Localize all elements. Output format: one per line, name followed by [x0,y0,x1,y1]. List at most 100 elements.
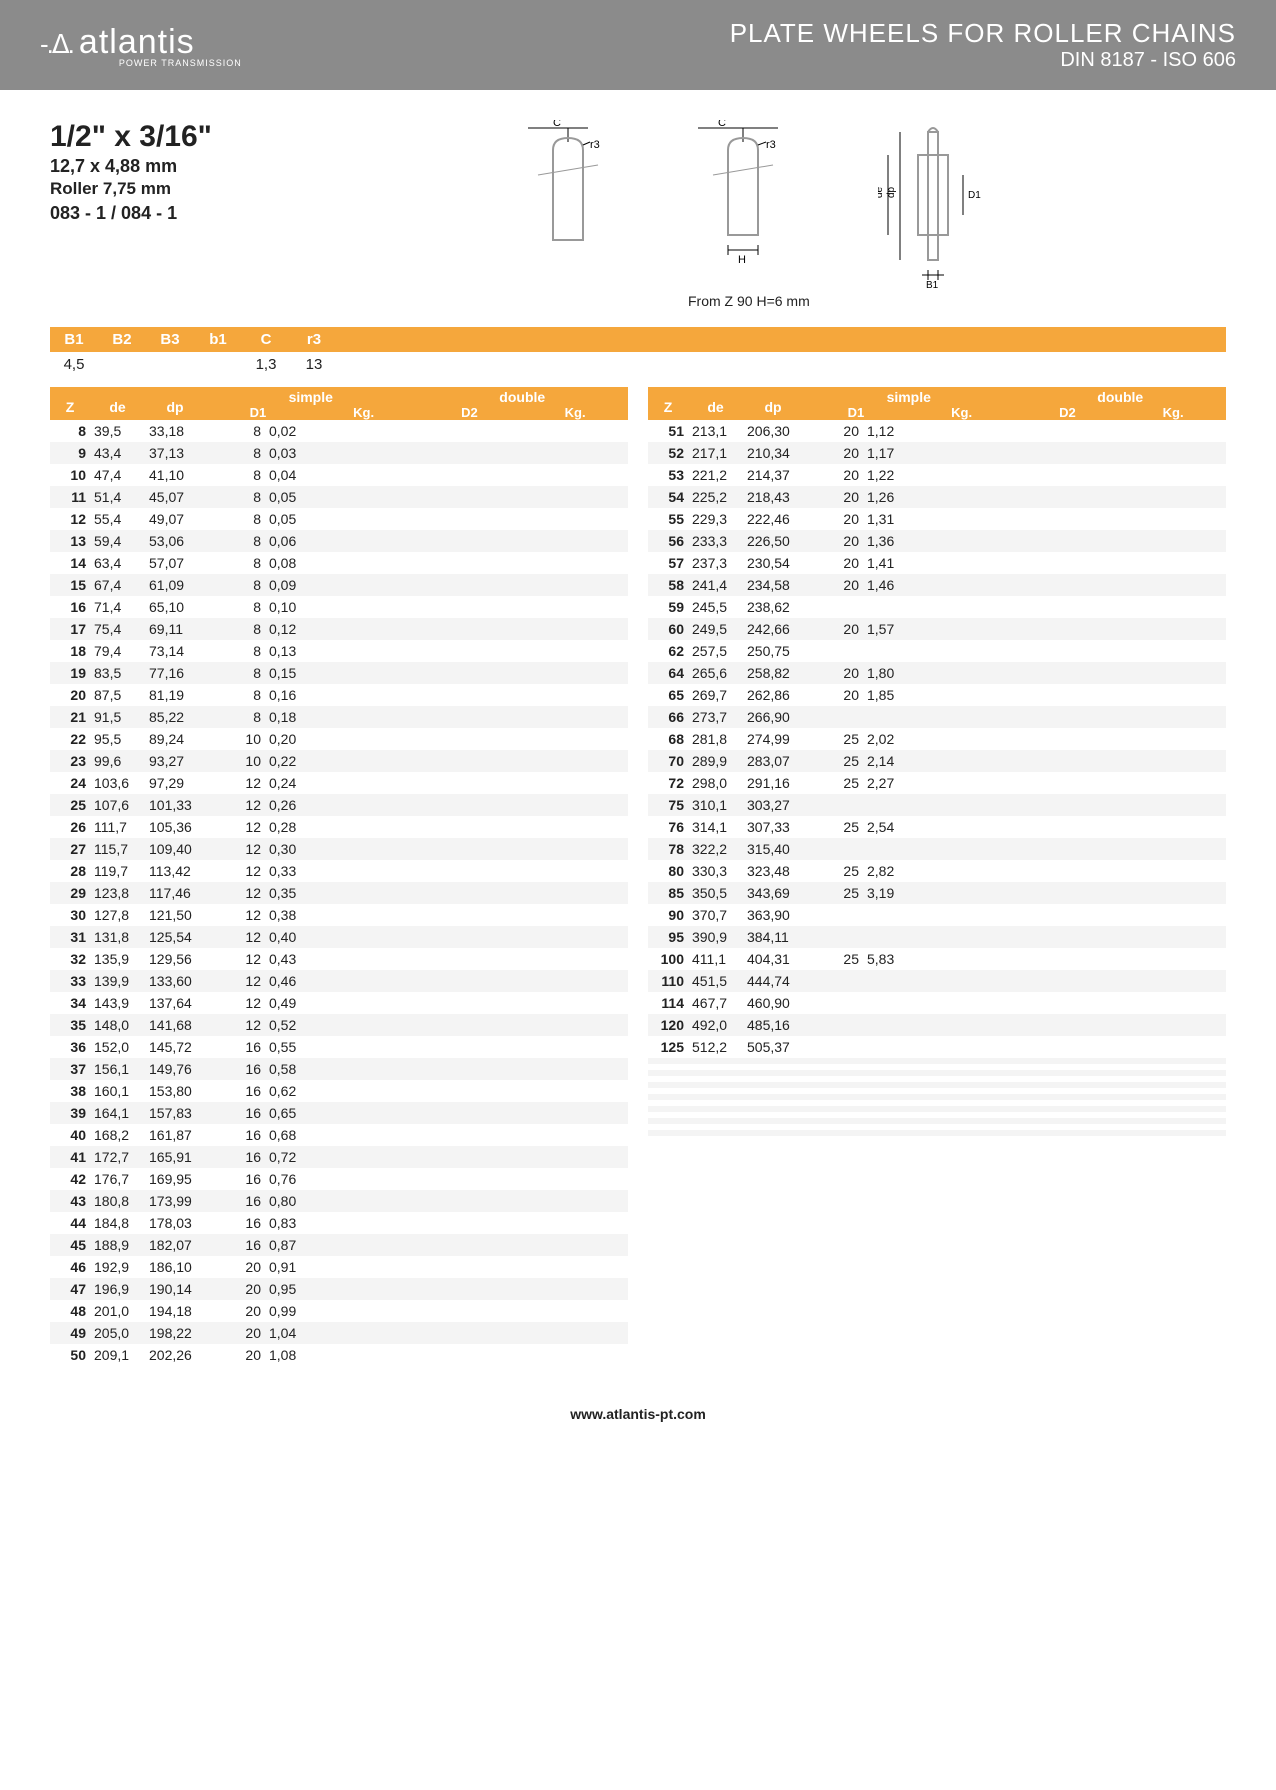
table-cell: 12 [205,882,265,904]
table-cell: 10 [205,750,265,772]
table-cell: 291,16 [743,772,803,794]
table-cell: 8 [205,662,265,684]
table-cell: 157,83 [145,1102,205,1124]
table-cell: 36 [50,1036,90,1058]
table-row: 54225,2218,43201,26 [648,486,1226,508]
top-row: 1/2" x 3/16" 12,7 x 4,88 mm Roller 7,75 … [50,120,1226,309]
table-cell: 16 [50,596,90,618]
table-row: 90370,7363,90 [648,904,1226,926]
table-cell: 133,60 [145,970,205,992]
col-dp: dp [743,387,803,420]
table-cell [385,1036,445,1058]
table-cell: 0,49 [265,992,325,1014]
table-cell [325,1234,385,1256]
table-row: 55229,3222,46201,31 [648,508,1226,530]
table-cell [923,750,983,772]
table-cell: 37,13 [145,442,205,464]
table-cell: 16 [205,1124,265,1146]
table-row: 2399,693,27100,22 [50,750,628,772]
table-cell: 117,46 [145,882,205,904]
table-cell [325,750,385,772]
table-cell: 384,11 [743,926,803,948]
logo-icon: -.ᐃ. [40,29,73,60]
table-cell [863,970,923,992]
table-cell: 16 [205,1036,265,1058]
table-row: 1775,469,1180,12 [50,618,628,640]
table-cell: 20 [803,530,863,552]
table-cell [923,596,983,618]
table-row: 31131,8125,54120,40 [50,926,628,948]
table-cell: 20 [205,1322,265,1344]
table-cell: 45 [50,1234,90,1256]
param-header-cell: B2 [98,327,146,352]
table-cell: 16 [205,1234,265,1256]
table-cell: 65,10 [145,596,205,618]
table-cell: 113,42 [145,860,205,882]
table-row: 27115,7109,40120,30 [50,838,628,860]
table-cell: 0,35 [265,882,325,904]
spec-roller: Roller 7,75 mm [50,179,270,199]
table-cell: 20 [803,508,863,530]
table-cell: 12 [205,860,265,882]
param-value-cell [146,352,194,377]
table-cell: 65 [648,684,688,706]
table-row: 47196,9190,14200,95 [50,1278,628,1300]
table-cell [325,992,385,1014]
table-cell: 143,9 [90,992,145,1014]
table-cell: 8 [205,618,265,640]
table-cell: 33,18 [145,420,205,442]
table-cell: 12 [205,904,265,926]
table-cell: 1,26 [863,486,923,508]
table-cell: 81,19 [145,684,205,706]
table-cell: 57 [648,552,688,574]
table-row: 35148,0141,68120,52 [50,1014,628,1036]
table-cell: 12 [205,992,265,1014]
svg-text:C: C [718,120,726,129]
table-cell: 16 [205,1146,265,1168]
table-cell: 234,58 [743,574,803,596]
table-cell: 0,83 [265,1212,325,1234]
table-row: 64265,6258,82201,80 [648,662,1226,684]
table-cell [863,1014,923,1036]
table-cell [923,816,983,838]
table-cell: 214,37 [743,464,803,486]
table-cell: 217,1 [688,442,743,464]
table-cell: 75,4 [90,618,145,640]
table-cell: 55 [648,508,688,530]
table-cell: 8 [205,442,265,464]
table-cell: 266,90 [743,706,803,728]
table-cell [648,1136,688,1142]
table-row: 39164,1157,83160,65 [50,1102,628,1124]
table-cell: 22 [50,728,90,750]
table-row: 24103,697,29120,24 [50,772,628,794]
table-cell [983,618,1043,640]
table-cell [385,1300,445,1322]
table-cell [385,1190,445,1212]
table-cell [983,992,1043,1014]
table-cell [325,640,385,662]
table-cell: 176,7 [90,1168,145,1190]
table-cell [385,508,445,530]
table-cell: 8 [205,684,265,706]
table-row: 52217,1210,34201,17 [648,442,1226,464]
table-cell [385,1014,445,1036]
table-cell: 111,7 [90,816,145,838]
table-cell: 25 [803,948,863,970]
table-cell: 221,2 [688,464,743,486]
table-cell [983,1036,1043,1058]
table-cell [923,860,983,882]
diagram-1: C r3 [518,120,628,309]
params-header: B1B2B3b1Cr3 [50,327,1226,352]
table-cell [803,926,863,948]
table-cell: 12 [205,970,265,992]
table-cell: 12 [205,772,265,794]
col-z: Z [648,387,688,420]
page-subtitle: DIN 8187 - ISO 606 [730,49,1236,72]
table-cell: 0,52 [265,1014,325,1036]
table-cell: 152,0 [90,1036,145,1058]
table-cell: 0,55 [265,1036,325,1058]
table-cell: 20 [205,1256,265,1278]
table-cell [325,1146,385,1168]
table-cell: 48 [50,1300,90,1322]
table-cell: 119,7 [90,860,145,882]
